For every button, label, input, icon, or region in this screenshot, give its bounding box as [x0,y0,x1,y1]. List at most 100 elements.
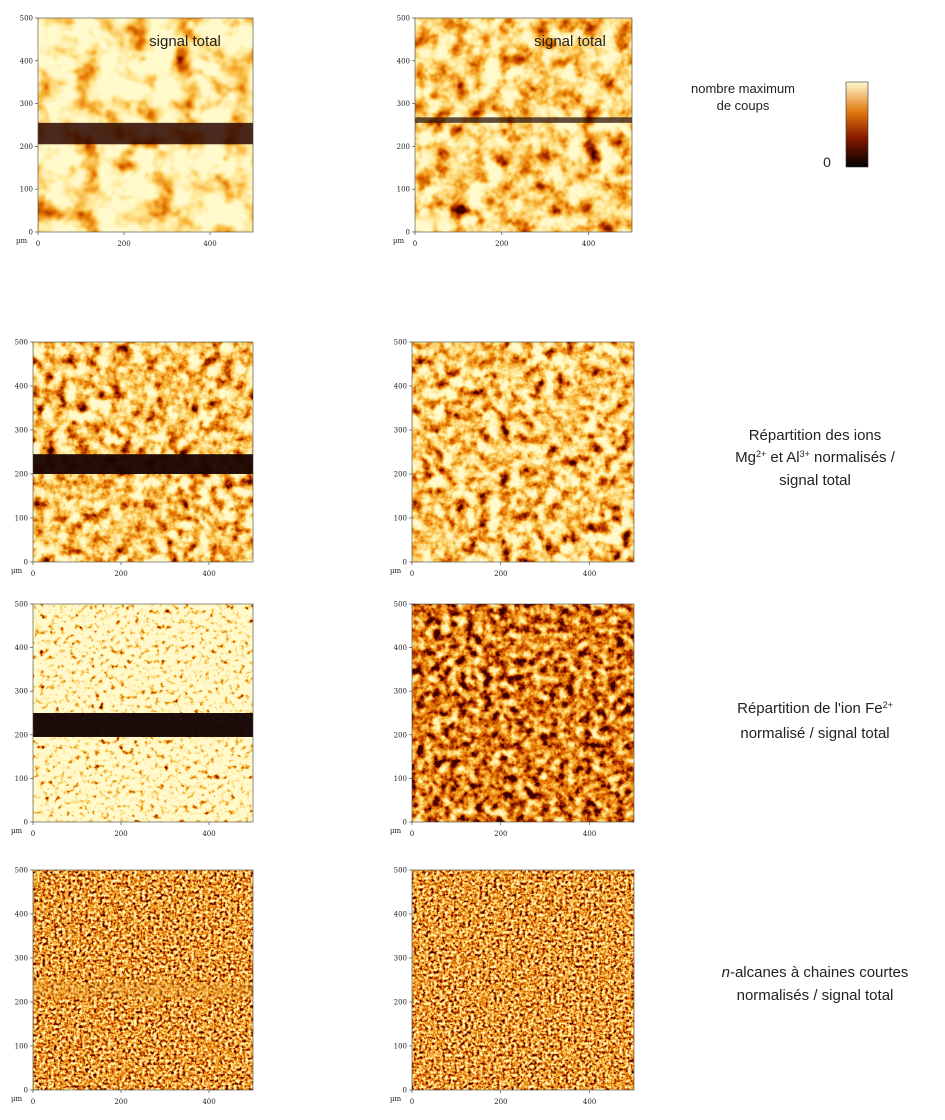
map-image [412,870,634,1090]
y-tick-label: 400 [15,644,28,652]
map-image [33,342,253,562]
map-image [412,604,634,822]
y-tick-label: 400 [394,383,407,391]
x-tick-label: 400 [583,830,596,838]
y-tick-label: 100 [394,1043,407,1051]
caption-text: -alcanes à chaines courtes [730,964,908,981]
caption-text: 2+ [756,449,766,459]
map-frame [32,603,254,823]
caption-line: n-alcanes à chaines courtes [722,964,909,981]
map-band [33,713,253,737]
x-tick-label: 200 [494,570,507,578]
y-tick-label: 400 [394,644,407,652]
x-tick-label: 200 [494,830,507,838]
y-tick-label: 400 [15,383,28,391]
caption-text: 2+ [883,700,893,710]
y-tick-label: 100 [15,515,28,523]
map-frame [414,17,633,233]
panel-label: signal total [149,33,221,50]
x-tick-label: 0 [36,240,40,248]
y-tick-label: 500 [394,601,407,609]
caption-line: normalisé / signal total [740,725,889,742]
x-tick-label: 400 [582,240,595,248]
y-tick-label: 300 [394,427,407,435]
x-tick-label: 400 [203,240,216,248]
colorbar-min-label: 0 [823,154,831,170]
y-tick-label: 200 [394,731,407,739]
y-tick-label: 0 [29,229,33,237]
y-tick-label: 100 [20,186,33,194]
unit-label: µm [390,1095,402,1103]
y-tick-label: 100 [394,775,407,783]
x-tick-label: 400 [583,570,596,578]
x-tick-label: 0 [31,830,35,838]
caption-text: normalisés / signal total [737,987,894,1004]
map-frame [411,869,635,1091]
caption-text: n [722,964,730,981]
map-frame [32,869,254,1091]
y-tick-label: 500 [397,15,410,23]
map-panel: 0 100 200 300 400 500 0 200 400 µm [393,15,633,248]
caption-line: normalisés / signal total [737,987,894,1004]
y-tick-label: 0 [403,819,407,827]
y-tick-label: 500 [15,601,28,609]
y-tick-label: 300 [20,100,33,108]
x-tick-label: 0 [413,240,417,248]
unit-label: µm [11,1095,23,1103]
y-tick-label: 500 [20,15,33,23]
x-tick-label: 400 [202,830,215,838]
y-tick-label: 200 [15,999,28,1007]
y-tick-label: 0 [24,559,28,567]
x-tick-label: 200 [117,240,130,248]
caption-text: 3+ [800,449,810,459]
map-band [415,117,632,123]
map-frame [411,341,635,563]
y-tick-label: 0 [24,819,28,827]
y-tick-label: 0 [406,229,410,237]
caption-text: Répartition des ions [749,427,882,444]
y-tick-label: 100 [15,775,28,783]
caption-text: normalisés / [810,449,896,466]
y-tick-label: 200 [15,471,28,479]
y-tick-label: 200 [15,731,28,739]
unit-label: µm [16,237,28,245]
caption-text: Fe [865,700,883,717]
y-tick-label: 300 [15,955,28,963]
y-tick-label: 0 [403,1087,407,1095]
x-tick-label: 200 [495,240,508,248]
x-tick-label: 400 [202,570,215,578]
unit-label: µm [390,827,402,835]
unit-label: µm [393,237,405,245]
y-tick-label: 0 [403,559,407,567]
x-tick-label: 200 [494,1098,507,1106]
map-band [33,982,253,998]
y-tick-label: 0 [24,1087,28,1095]
map-image [33,870,253,1090]
caption-text: signal total [779,472,851,489]
y-tick-label: 500 [15,867,28,875]
y-tick-label: 300 [394,688,407,696]
x-tick-label: 200 [114,1098,127,1106]
panel-label: signal total [534,33,606,50]
map-frame [32,341,254,563]
y-tick-label: 300 [397,100,410,108]
y-tick-label: 500 [394,867,407,875]
y-tick-label: 400 [20,57,33,65]
colorbar [845,81,869,168]
x-tick-label: 0 [410,830,414,838]
x-tick-label: 400 [583,1098,596,1106]
x-tick-label: 0 [410,1098,414,1106]
y-tick-label: 400 [397,57,410,65]
colorbar-title: de coups [717,98,770,113]
caption-line: Répartition des ions [749,427,882,444]
x-tick-label: 0 [410,570,414,578]
y-tick-label: 200 [20,143,33,151]
map-panel: 0 100 200 300 400 500 0 200 400 µm [390,867,635,1106]
map-panel: 0 100 200 300 400 500 0 200 400 µm [16,15,254,248]
y-tick-label: 200 [397,143,410,151]
y-tick-label: 300 [394,955,407,963]
y-tick-label: 400 [15,911,28,919]
caption-line: Répartition de l'ion Fe2+ [737,700,893,717]
map-image [415,18,632,232]
